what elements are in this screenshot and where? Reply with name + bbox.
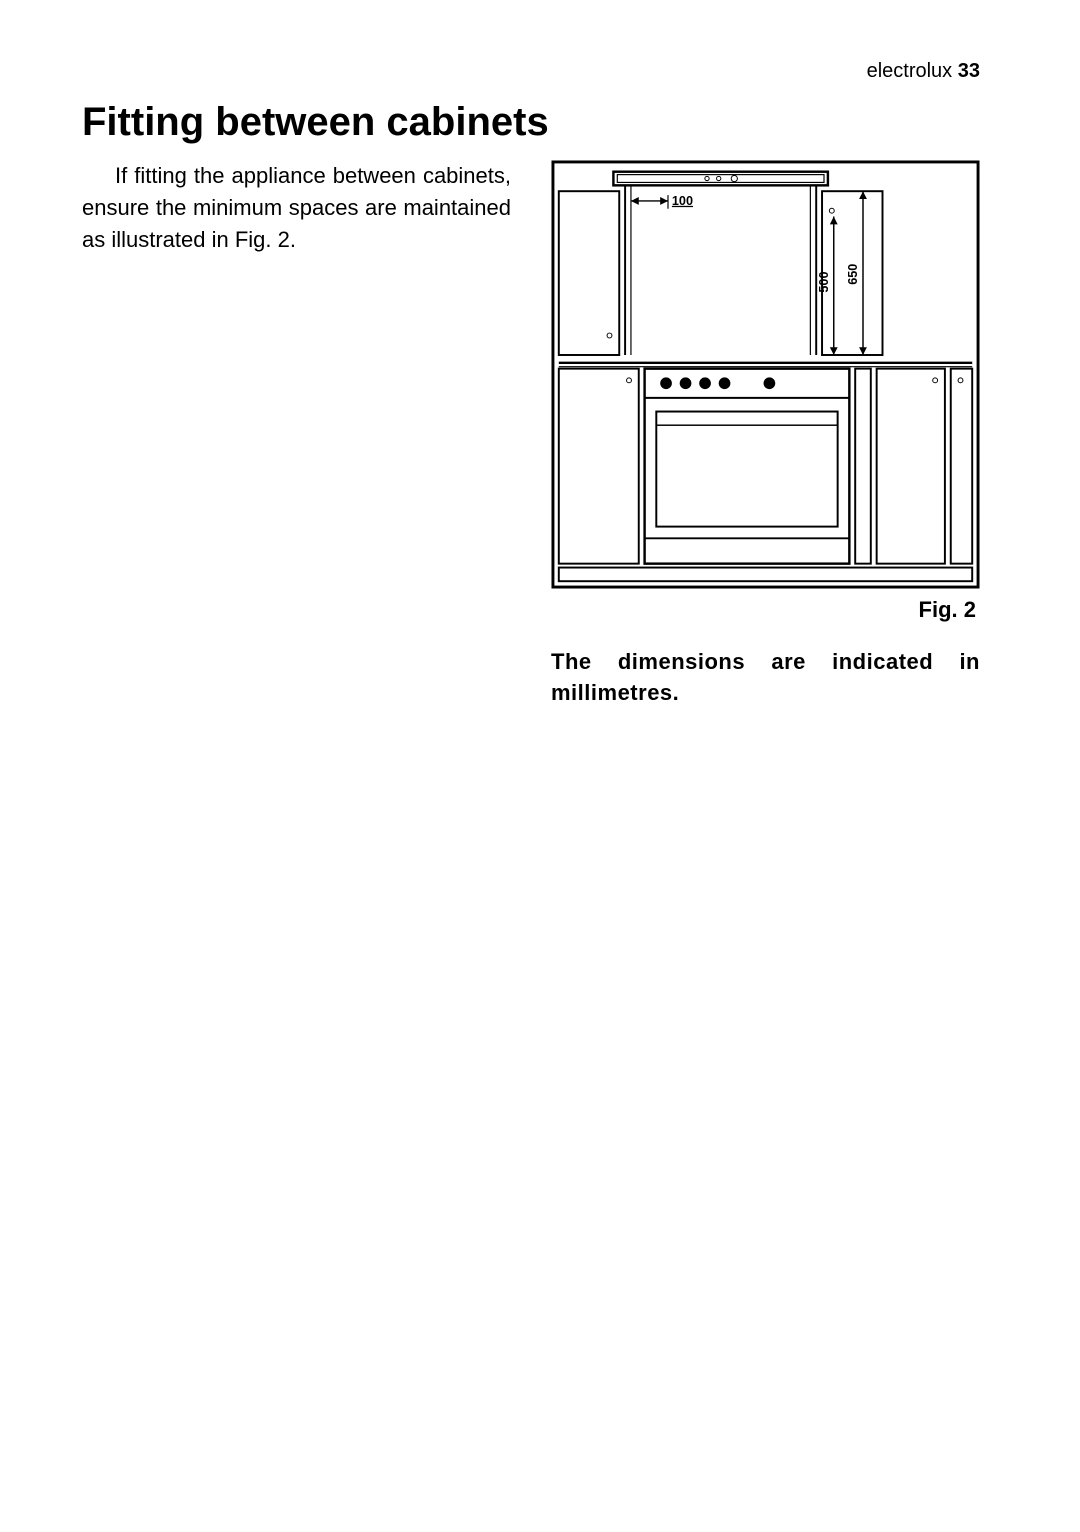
page-header: electrolux 33 [867, 60, 980, 83]
page-title: Fitting between cabinets [82, 100, 549, 145]
body-paragraph: If fitting the appliance between cabinet… [82, 160, 511, 709]
content-columns: If fitting the appliance between cabinet… [82, 160, 980, 709]
figure-column: 100 500 650 [551, 160, 980, 709]
figure-caption: Fig. 2 [919, 597, 976, 623]
page-number: 33 [958, 60, 980, 82]
body-text: If fitting the appliance between cabinet… [82, 163, 511, 252]
brand-name: electrolux [867, 60, 953, 82]
dim-500: 500 [817, 271, 831, 292]
dimension-note: The dimensions are indicated in millimet… [551, 647, 980, 709]
dim-650: 650 [846, 264, 860, 285]
figure-2: 100 500 650 [551, 160, 980, 589]
dim-100: 100 [672, 194, 693, 208]
